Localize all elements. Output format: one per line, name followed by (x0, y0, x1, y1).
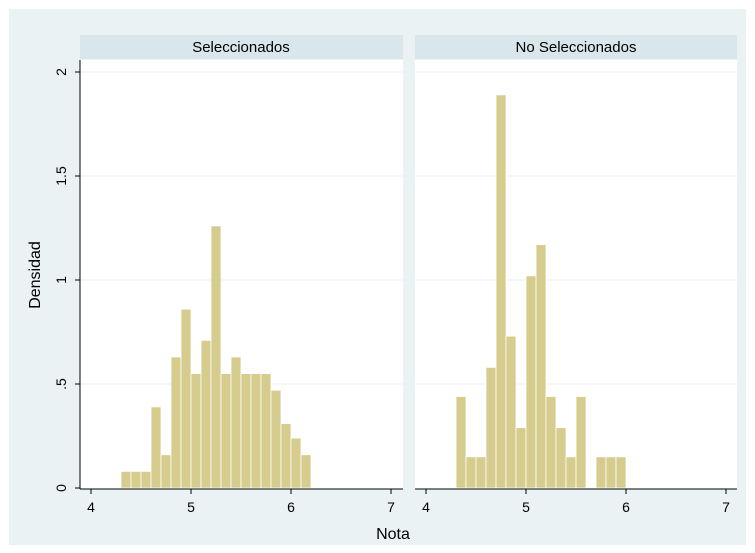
histogram-bar (280, 423, 292, 489)
histogram-bar (240, 373, 252, 489)
histogram-bar (575, 396, 587, 489)
histogram-bar (505, 335, 517, 489)
histogram-bar (250, 373, 262, 489)
x-tick-label: 7 (387, 499, 395, 515)
histogram-bar (595, 456, 607, 489)
bars-right (455, 94, 627, 489)
x-tick-label: 6 (622, 499, 630, 515)
histogram-bar (535, 244, 547, 489)
histogram-bar (615, 456, 627, 489)
histogram-bar (525, 275, 537, 489)
histogram-bar (140, 470, 152, 489)
x-tick-label: 4 (422, 499, 430, 515)
x-tick-label: 4 (87, 499, 95, 515)
histogram-bar (130, 470, 142, 489)
panel-strip-right (415, 35, 737, 59)
histogram-bar (515, 427, 527, 489)
histogram-bar (180, 308, 192, 489)
histogram-bar (150, 406, 162, 489)
histogram-bar (230, 356, 242, 489)
x-tick-label: 5 (187, 499, 195, 515)
y-tick-label: .5 (53, 378, 69, 390)
y-tick-label: 2 (53, 68, 69, 76)
histogram-bar (455, 396, 467, 489)
x-axis-title: Nota (376, 526, 410, 543)
y-tick-label: 1.5 (53, 166, 69, 186)
histogram-bar (605, 456, 617, 489)
histogram-bar (160, 454, 172, 489)
histogram-bar (210, 225, 222, 489)
histogram-bar (300, 454, 312, 489)
x-tick-label: 5 (522, 499, 530, 515)
histogram-bar (555, 427, 567, 489)
histogram-bar (220, 373, 232, 489)
panel-strip-left (80, 35, 403, 59)
x-axis-left: 4 5 6 7 (80, 488, 403, 515)
panel-title-right: No Seleccionados (516, 39, 637, 56)
gridlines-right (415, 71, 737, 385)
bars-left (120, 225, 312, 489)
histogram-bar (545, 396, 557, 489)
histogram-bar (270, 389, 282, 489)
x-axis-right: 4 5 6 7 (415, 488, 737, 515)
histogram-bar (120, 470, 132, 489)
histogram-bar (190, 373, 202, 489)
histogram-bar (495, 94, 507, 489)
panel-title-left: Seleccionados (192, 39, 290, 56)
panel-left: Seleccionados 4 5 6 7 0 .5 1 1.5 2 (53, 35, 403, 515)
histogram-bar (465, 456, 477, 489)
y-axis: 0 .5 1 1.5 2 (53, 60, 81, 492)
histogram-bar (290, 437, 302, 489)
histogram-bar (200, 339, 212, 489)
histogram-bar (475, 456, 487, 489)
histogram-bar (170, 356, 182, 489)
histogram-bar (260, 373, 272, 489)
y-axis-title: Densidad (27, 241, 44, 309)
x-tick-label: 6 (287, 499, 295, 515)
histogram-bar (485, 366, 497, 489)
x-tick-label: 7 (722, 499, 730, 515)
histogram-bar (565, 456, 577, 489)
y-tick-label: 0 (53, 484, 69, 492)
panel-right: No Seleccionados 4 5 6 7 (415, 35, 737, 515)
y-tick-label: 1 (53, 276, 69, 284)
